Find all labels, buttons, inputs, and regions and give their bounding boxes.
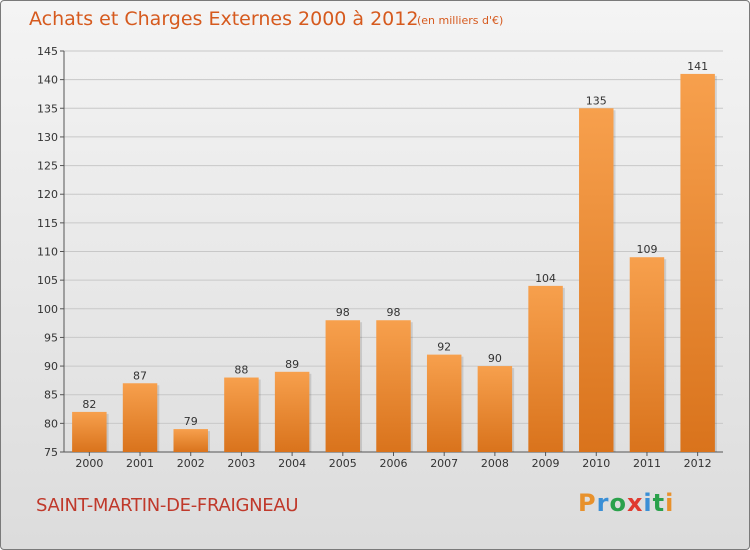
logo-letter: i [643, 489, 653, 517]
data-label: 141 [687, 60, 708, 73]
y-tick-label: 80 [44, 417, 58, 430]
y-tick-label: 75 [44, 446, 58, 459]
y-tick-label: 145 [37, 45, 58, 58]
x-tick-label: 2009 [532, 457, 560, 470]
data-label: 109 [636, 243, 657, 256]
bar [72, 411, 107, 452]
x-tick-label: 2005 [329, 457, 357, 470]
bars [72, 73, 717, 453]
data-label: 98 [336, 306, 350, 319]
y-tick-label: 115 [37, 217, 58, 230]
y-tick-label: 100 [37, 303, 58, 316]
x-tick-label: 2006 [380, 457, 408, 470]
commune-name: SAINT-MARTIN-DE-FRAIGNEAU [36, 495, 299, 516]
logo-letter: P [578, 489, 597, 517]
bar [122, 383, 158, 452]
bar [680, 73, 715, 453]
data-label: 98 [387, 306, 401, 319]
chart-subtitle: (en milliers d'€) [417, 14, 504, 27]
y-tick-label: 135 [37, 102, 58, 115]
logo-letter: o [609, 489, 627, 517]
y-tick-label: 130 [37, 131, 58, 144]
proxiti-logo: Proxiti [578, 489, 674, 517]
y-tick-label: 85 [44, 389, 58, 402]
logo-letter: i [665, 489, 675, 517]
y-tick-label: 95 [44, 331, 58, 344]
bar [629, 257, 665, 452]
x-tick-label: 2010 [582, 457, 610, 470]
x-tick-label: 2003 [227, 457, 255, 470]
x-tick-label: 2002 [177, 457, 205, 470]
labels: 75 80 85 90 95 100 105 110 115 120 125 130 135 140 145… [37, 45, 712, 470]
x-tick-label: 2007 [430, 457, 458, 470]
data-label: 87 [133, 369, 147, 382]
x-tick-label: 2011 [633, 457, 661, 470]
bar [376, 320, 411, 452]
x-tick-label: 2000 [75, 457, 103, 470]
logo-letter: r [596, 489, 610, 517]
chart-title: Achats et Charges Externes 2000 à 2012 [29, 8, 419, 30]
data-label: 88 [234, 364, 248, 377]
data-label: 92 [437, 341, 451, 354]
data-label: 82 [82, 398, 96, 411]
data-label: 90 [488, 352, 502, 365]
x-tick-label: 2004 [278, 457, 306, 470]
data-label: 135 [586, 94, 607, 107]
y-tick-label: 110 [37, 246, 58, 259]
bar [528, 285, 563, 452]
bar [426, 354, 462, 452]
data-label: 79 [184, 415, 198, 428]
y-tick-label: 120 [37, 188, 58, 201]
y-tick-label: 90 [44, 360, 58, 373]
bar [224, 377, 259, 452]
x-tick-label: 2012 [684, 457, 712, 470]
data-label: 89 [285, 358, 299, 371]
x-tick-label: 2001 [126, 457, 154, 470]
bar [579, 108, 614, 453]
bar [477, 366, 513, 452]
x-tick-label: 2008 [481, 457, 509, 470]
bar [325, 320, 361, 452]
logo-letter: x [626, 489, 644, 517]
y-tick-label: 125 [37, 160, 58, 173]
bar [274, 371, 310, 452]
data-label: 104 [535, 272, 556, 285]
bar [173, 429, 208, 452]
y-tick-label: 105 [37, 274, 58, 287]
logo-letter: t [652, 489, 666, 517]
y-tick-label: 140 [37, 74, 58, 87]
